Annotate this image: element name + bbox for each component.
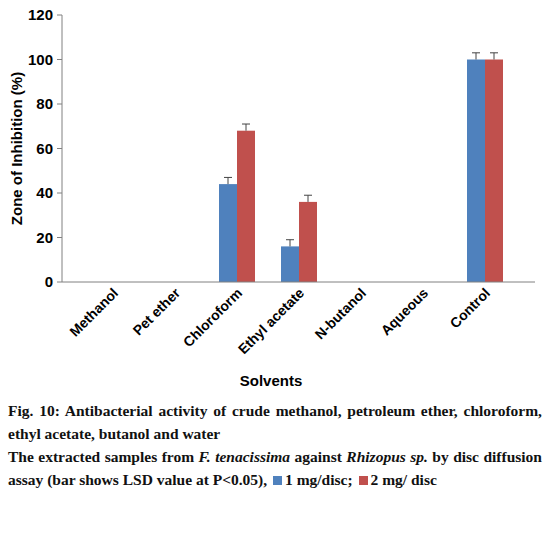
- y-tick-label: 40: [36, 184, 53, 201]
- y-tick: [57, 59, 62, 60]
- error-bar: [224, 177, 232, 184]
- legend-label: 1 mg/disc: [285, 471, 347, 488]
- x-tick-label: Ethyl acetate: [235, 285, 308, 358]
- caption: The extracted samples from F. tenacissim…: [8, 445, 542, 491]
- y-tick-label: 60: [36, 140, 53, 157]
- y-tick: [57, 15, 62, 16]
- bar: [299, 202, 317, 282]
- legend-label: 2 mg/ disc: [371, 471, 437, 488]
- legend-separator: ;: [347, 471, 356, 488]
- x-tick-label: Aqueous: [377, 285, 431, 339]
- x-tick-label: Methanol: [66, 285, 121, 340]
- caption-text: against: [290, 448, 346, 465]
- bar: [467, 60, 485, 283]
- error-bar: [242, 124, 250, 131]
- y-tick-label: 0: [45, 273, 53, 290]
- x-tick-label: Pet ether: [129, 284, 183, 338]
- error-bar: [472, 53, 480, 60]
- y-tick-label: 80: [36, 95, 53, 112]
- bar: [485, 60, 503, 283]
- y-tick: [57, 148, 62, 149]
- error-bar: [286, 240, 294, 247]
- legend-swatch: [359, 476, 368, 485]
- caption-text: Rhizopus sp.: [346, 448, 428, 465]
- x-axis-label: Solvents: [240, 372, 303, 389]
- page: {"chart_data": {"type": "bar", "title": …: [0, 0, 550, 543]
- y-tick-label: 20: [36, 229, 53, 246]
- caption-text: F. tenacissima: [199, 448, 291, 465]
- caption-text: The extracted samples from: [8, 448, 199, 465]
- bar: [237, 131, 255, 282]
- error-bar: [304, 195, 312, 202]
- x-tick-label: Chloroform: [180, 285, 245, 350]
- y-tick: [57, 282, 62, 283]
- x-tick-label: Control: [447, 285, 494, 332]
- plot-area: [219, 53, 503, 282]
- x-tick-label: N-butanol: [312, 285, 370, 343]
- y-tick: [57, 104, 62, 105]
- error-bar: [490, 53, 498, 60]
- bar: [281, 246, 299, 282]
- y-axis-label: Zone of Inhibition (%): [8, 72, 25, 225]
- figure-title: Fig. 10: Antibacterial activity of crude…: [8, 399, 542, 445]
- y-tick-label: 100: [28, 51, 53, 68]
- bar: [219, 184, 237, 282]
- x-axis: [62, 282, 535, 283]
- y-tick: [57, 237, 62, 238]
- y-tick: [57, 193, 62, 194]
- legend-swatch: [273, 476, 282, 485]
- y-tick-label: 120: [28, 6, 53, 23]
- chart: 0 20 40 60 80 100 120 MethanolPet etherChlorofo…: [0, 0, 550, 395]
